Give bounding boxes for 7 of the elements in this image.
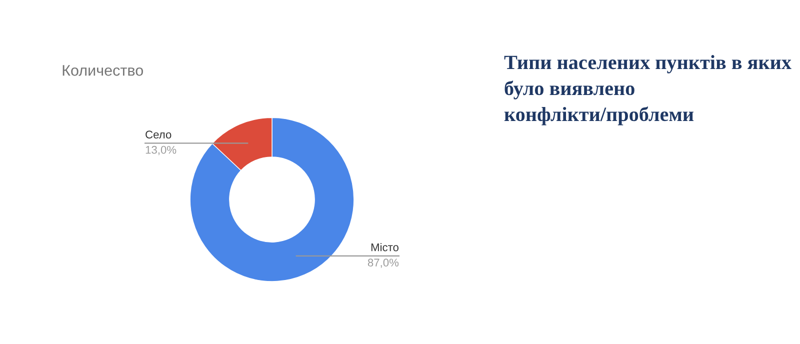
data-label: 13,0% [146,146,176,156]
text: Типи населених пунктів в яких було виявлено конфлікти/проблеми [504,55,792,126]
chart-title: Количество [62,65,143,76]
slice-label: Місто [371,243,398,252]
slice-label: Село [146,130,172,138]
data-label: 87,0% [368,258,399,268]
donut-slice [190,117,354,282]
